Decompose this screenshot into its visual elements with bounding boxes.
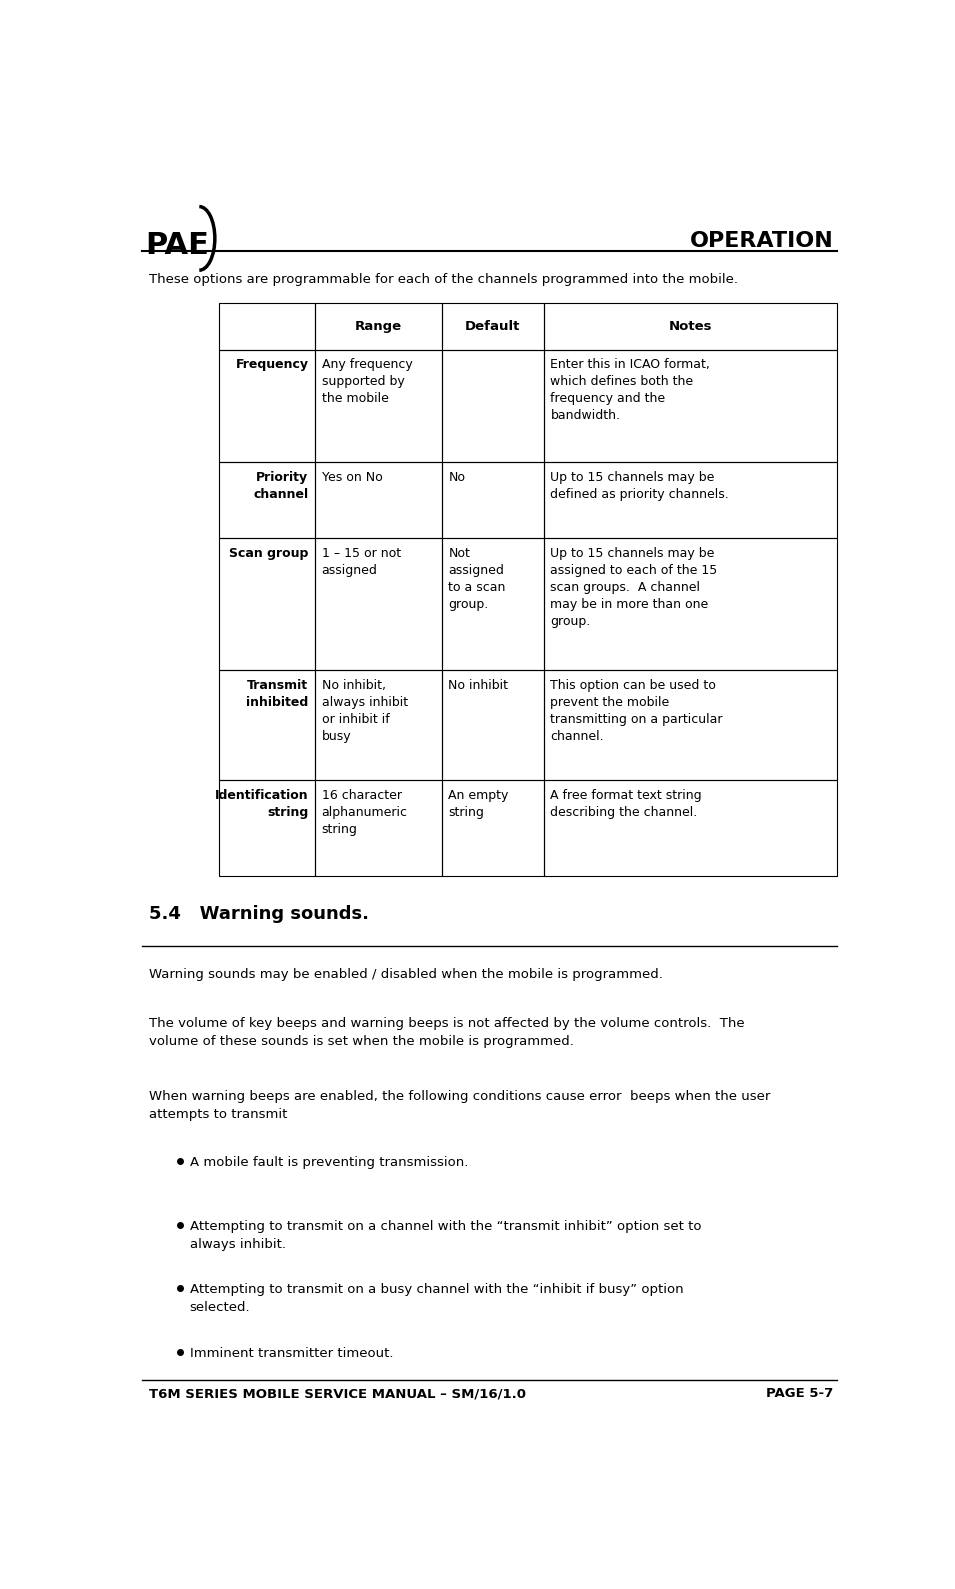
Bar [543,671,838,780]
Text: Not
assigned
to a scan
group.: Not assigned to a scan group. [449,547,506,610]
Bar [543,303,838,350]
Text: 1 – 15 or not
assigned: 1 – 15 or not assigned [322,547,401,577]
Bar [220,462,315,539]
Bar [220,303,315,350]
Bar [543,780,838,876]
Text: Attempting to transmit on a channel with the “transmit inhibit” option set to
al: Attempting to transmit on a channel with… [190,1220,701,1251]
Text: Scan group: Scan group [229,547,308,559]
Text: Up to 15 channels may be
defined as priority channels.: Up to 15 channels may be defined as prio… [550,470,730,501]
Text: Notes: Notes [668,319,712,334]
Bar [315,303,442,350]
Text: PAE: PAE [145,230,209,261]
Text: 5.4   Warning sounds.: 5.4 Warning sounds. [149,906,369,923]
Text: A mobile fault is preventing transmission.: A mobile fault is preventing transmissio… [190,1157,468,1170]
Text: No inhibit: No inhibit [449,679,508,691]
Bar [315,539,442,671]
Bar [442,539,543,671]
Bar [442,350,543,462]
Text: This option can be used to
prevent the mobile
transmitting on a particular
chann: This option can be used to prevent the m… [550,679,723,744]
Bar [220,350,315,462]
Text: Any frequency
supported by
the mobile: Any frequency supported by the mobile [322,358,413,405]
Text: Transmit
inhibited: Transmit inhibited [246,679,308,709]
Text: Identification
string: Identification string [215,790,308,818]
Text: These options are programmable for each of the channels programmed into the mobi: These options are programmable for each … [149,273,738,286]
Text: Up to 15 channels may be
assigned to each of the 15
scan groups.  A channel
may : Up to 15 channels may be assigned to eac… [550,547,717,628]
Text: T6M SERIES MOBILE SERVICE MANUAL – SM/16/1.0: T6M SERIES MOBILE SERVICE MANUAL – SM/16… [149,1387,526,1400]
Text: A free format text string
describing the channel.: A free format text string describing the… [550,790,702,818]
Bar [315,780,442,876]
Text: No: No [449,470,465,485]
Text: Range: Range [355,319,402,334]
Bar [220,780,315,876]
Bar [442,462,543,539]
Bar [543,462,838,539]
Text: When warning beeps are enabled, the following conditions cause error  beeps when: When warning beeps are enabled, the foll… [149,1090,771,1120]
Text: PAGE 5-7: PAGE 5-7 [766,1387,834,1400]
Bar [442,780,543,876]
Bar [442,671,543,780]
Text: Yes on No: Yes on No [322,470,383,485]
Bar [442,303,543,350]
Text: OPERATION: OPERATION [690,230,834,251]
Bar [315,350,442,462]
Text: Warning sounds may be enabled / disabled when the mobile is programmed.: Warning sounds may be enabled / disabled… [149,968,663,980]
Text: Priority
channel: Priority channel [253,470,308,501]
Bar [315,462,442,539]
Text: The volume of key beeps and warning beeps is not affected by the volume controls: The volume of key beeps and warning beep… [149,1017,745,1047]
Text: Frequency: Frequency [236,358,308,372]
Text: Default: Default [465,319,520,334]
Bar [220,671,315,780]
Text: Attempting to transmit on a busy channel with the “inhibit if busy” option
selec: Attempting to transmit on a busy channel… [190,1284,684,1314]
Text: No inhibit,
always inhibit
or inhibit if
busy: No inhibit, always inhibit or inhibit if… [322,679,408,744]
Text: Enter this in ICAO format,
which defines both the
frequency and the
bandwidth.: Enter this in ICAO format, which defines… [550,358,711,423]
Text: An empty
string: An empty string [449,790,509,818]
Text: Imminent transmitter timeout.: Imminent transmitter timeout. [190,1347,393,1360]
Bar [543,350,838,462]
Bar [315,671,442,780]
Bar [220,539,315,671]
Bar [543,539,838,671]
Text: 16 character
alphanumeric
string: 16 character alphanumeric string [322,790,408,836]
